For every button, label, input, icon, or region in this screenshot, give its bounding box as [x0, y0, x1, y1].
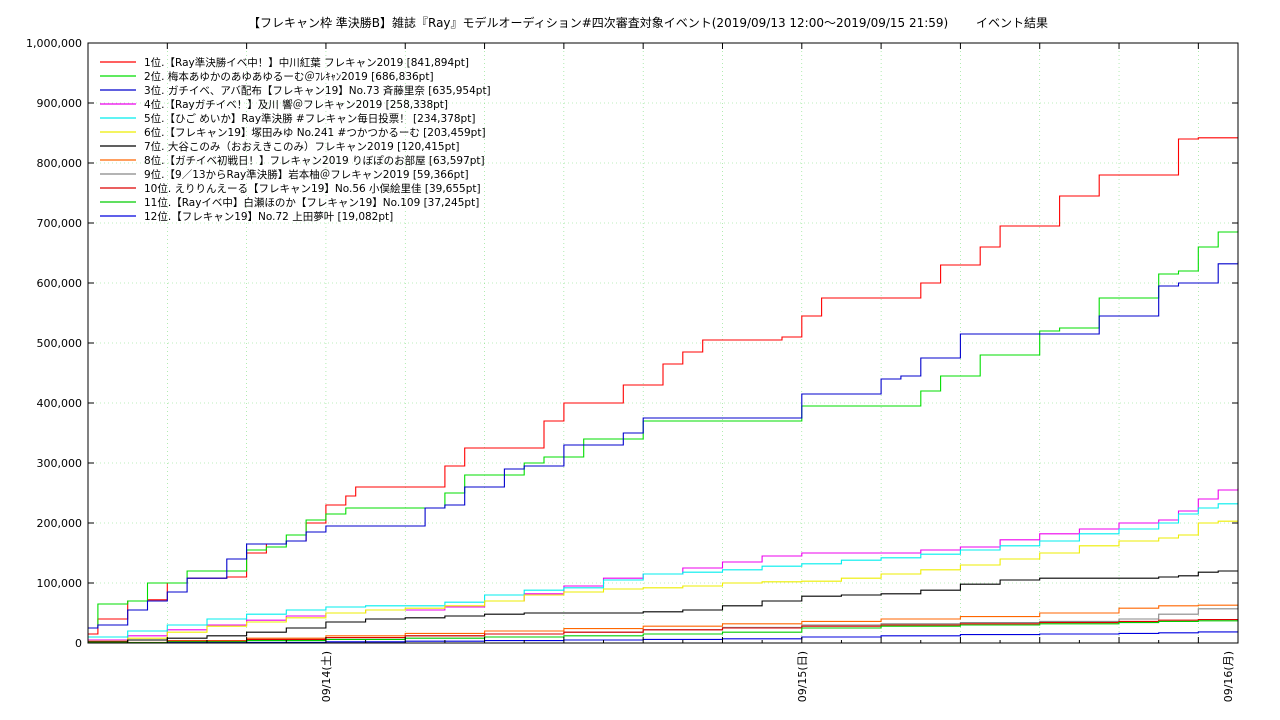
legend-entry-11: 11位.【Rayイベ中】白瀬ほのか【フレキャン19】No.109 [37,245…	[144, 196, 479, 209]
y-tick-label: 100,000	[37, 577, 83, 590]
legend-entry-8: 8位.【ガチイベ初戦日！】フレキャン2019 りぼぽのお部屋 [63,597pt…	[144, 154, 485, 167]
legend-entry-2: 2位. 梅本あゆかのあゆあゆるーむ＠ﾌﾚｷｬﾝ2019 [686,836pt]	[144, 70, 434, 83]
series-line-6	[88, 520, 1238, 642]
legend-entry-1: 1位.【Ray準決勝イベ中！】中川紅葉 フレキャン2019 [841,894pt…	[144, 56, 469, 69]
legend-entry-9: 9位.【9／13からRay準決勝】岩本柚＠フレキャン2019 [59,366pt…	[144, 168, 469, 181]
grid-lines	[88, 43, 1238, 643]
series-line-2	[88, 230, 1239, 629]
series-line-1	[88, 137, 1238, 635]
legend-entry-10: 10位. えりりんえーる【フレキャン19】No.56 小俣絵里佳 [39,655…	[144, 182, 481, 195]
legend-entry-12: 12位.【フレキャン19】No.72 上田夢叶 [19,082pt]	[144, 210, 393, 223]
y-tick-label: 700,000	[37, 217, 83, 230]
chart-title: 【フレキャン枠 準決勝B】雑誌『Ray』モデルオーディション#四次審査対象イベン…	[247, 16, 1049, 30]
series-line-12	[88, 631, 1239, 644]
series-line-7	[88, 570, 1238, 643]
series-line-3	[88, 261, 1239, 629]
y-tick-label: 800,000	[37, 157, 83, 170]
y-tick-label: 300,000	[37, 457, 83, 470]
legend: 1位.【Ray準決勝イベ中！】中川紅葉 フレキャン2019 [841,894pt…	[100, 56, 491, 223]
axis-ticks	[88, 42, 1238, 644]
series-line-4	[88, 488, 1239, 641]
y-tick-label: 0	[75, 637, 82, 650]
y-tick-label: 200,000	[37, 517, 83, 530]
series-line-5	[88, 502, 1239, 638]
y-axis-tick-labels: 0 100,000 200,000 300,000 400,000 500,000 600,…	[26, 37, 82, 650]
y-tick-label: 1,000,000	[26, 37, 82, 50]
x-axis-tick-labels: 09/14(土) 09/15(日) 09/16(月)	[320, 651, 1235, 702]
x-tick-label: 09/14(土)	[320, 651, 333, 702]
legend-entry-6: 6位.【フレキャン19】塚田みゆ No.241 #つかつかるーむ [203,45…	[144, 126, 486, 139]
x-tick-label: 09/15(日)	[796, 651, 809, 702]
x-tick-label: 09/16(月)	[1222, 651, 1235, 702]
y-tick-label: 500,000	[37, 337, 83, 350]
legend-entry-5: 5位.【ひご めいか】Ray準決勝 #フレキャン毎日投票！ [234,378pt…	[144, 112, 475, 125]
legend-entry-3: 3位. ガチイベ、アバ配布【フレキャン19】No.73 斉藤里奈 [635,95…	[144, 84, 491, 97]
y-tick-label: 400,000	[37, 397, 83, 410]
y-tick-label: 600,000	[37, 277, 83, 290]
y-tick-label: 900,000	[37, 97, 83, 110]
legend-entry-7: 7位. 大谷このみ（おおえきこのみ）フレキャン2019 [120,415pt]	[144, 140, 460, 153]
legend-entry-4: 4位.【Rayガチイベ！】及川 響＠フレキャン2019 [258,338pt]	[144, 98, 448, 111]
